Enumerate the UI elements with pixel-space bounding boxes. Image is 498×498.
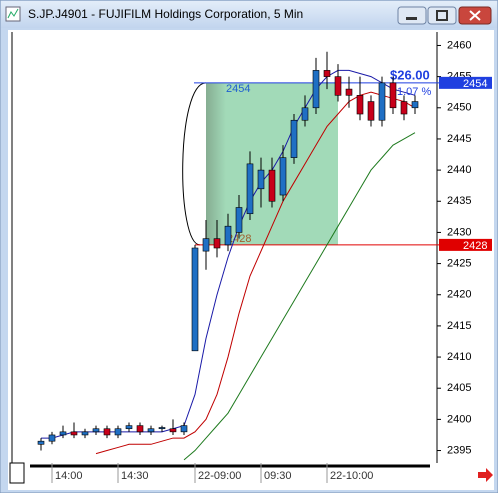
y-tick-label: 2420 (447, 289, 471, 301)
candle-body (345, 88, 353, 96)
candle-body (158, 427, 166, 430)
candle-body (92, 428, 100, 433)
y-tick-label: 2425 (447, 257, 471, 269)
y-tick-label: 2405 (447, 382, 471, 394)
maximize-button[interactable] (427, 6, 457, 25)
candle-body (411, 101, 419, 109)
moving-average-line (183, 132, 416, 461)
y-tick-label: 2415 (447, 320, 471, 332)
candle-body (389, 82, 397, 109)
minimize-button[interactable] (397, 6, 427, 25)
candle-body (70, 431, 78, 436)
price-marker-box (439, 76, 492, 89)
x-tick-label: 09:30 (264, 470, 292, 482)
candle-body (114, 428, 122, 436)
candle-body (290, 119, 298, 158)
price-marker-label: 2454 (463, 78, 487, 90)
moving-average-line (41, 69, 416, 439)
x-tick-label: 22-10:00 (330, 470, 373, 482)
moving-average-line (95, 91, 416, 455)
price-marker-label: 2428 (463, 240, 487, 252)
candle-body (147, 428, 155, 433)
candle-body (169, 428, 177, 433)
candle-body (48, 434, 56, 442)
maximize-glyph (436, 10, 448, 21)
candle-body (235, 207, 243, 233)
y-tick-label: 2395 (447, 444, 471, 456)
candle-body (37, 440, 45, 445)
candle-body (356, 95, 364, 115)
x-tick-label: 22-09:00 (198, 470, 241, 482)
candle-body (312, 70, 320, 109)
y-tick-label: 2460 (447, 39, 471, 51)
y-tick-label: 2400 (447, 413, 471, 425)
candle-body (224, 225, 232, 246)
close-glyph (469, 10, 481, 21)
candle-body (400, 101, 408, 115)
y-tick-label: 2440 (447, 164, 471, 176)
candle-body (191, 247, 199, 352)
price-marker-box (439, 238, 492, 251)
change-label: $26.00 (390, 67, 430, 82)
candle-body (323, 70, 331, 77)
candle-body (202, 238, 210, 252)
candle-body (246, 163, 254, 215)
y-tick-label: 2450 (447, 102, 471, 114)
change-pct-label: 1.07 % (397, 86, 431, 98)
y-tick-label: 2435 (447, 195, 471, 207)
app-icon-glyph (7, 8, 19, 19)
candle-body (378, 82, 386, 121)
range-high-label: 2454 (226, 83, 250, 95)
window-title: S.JP.J4901 - FUJIFILM Holdings Corporati… (28, 7, 303, 21)
candle-body (59, 431, 67, 436)
y-tick-label: 2430 (447, 226, 471, 238)
candle-body (334, 76, 342, 96)
candle-body (136, 425, 144, 433)
y-tick-label: 2410 (447, 351, 471, 363)
candle-body (213, 238, 221, 249)
y-tick-label: 2445 (447, 133, 471, 145)
candle-body (180, 425, 188, 433)
minimize-glyph (406, 17, 417, 20)
candle-body (301, 107, 309, 121)
scroll-box[interactable] (9, 462, 25, 484)
range-bracket (182, 82, 207, 246)
candle-body (257, 169, 265, 190)
candle-body (367, 101, 375, 121)
candle-body (279, 157, 287, 196)
x-tick-label: 14:30 (121, 470, 149, 482)
candle-body (81, 431, 89, 436)
x-tick-label: 14:00 (55, 470, 83, 482)
candle-body (268, 169, 276, 202)
scroll-right-arrow[interactable] (478, 468, 493, 482)
candle-body (103, 428, 111, 436)
candle-body (125, 425, 133, 430)
